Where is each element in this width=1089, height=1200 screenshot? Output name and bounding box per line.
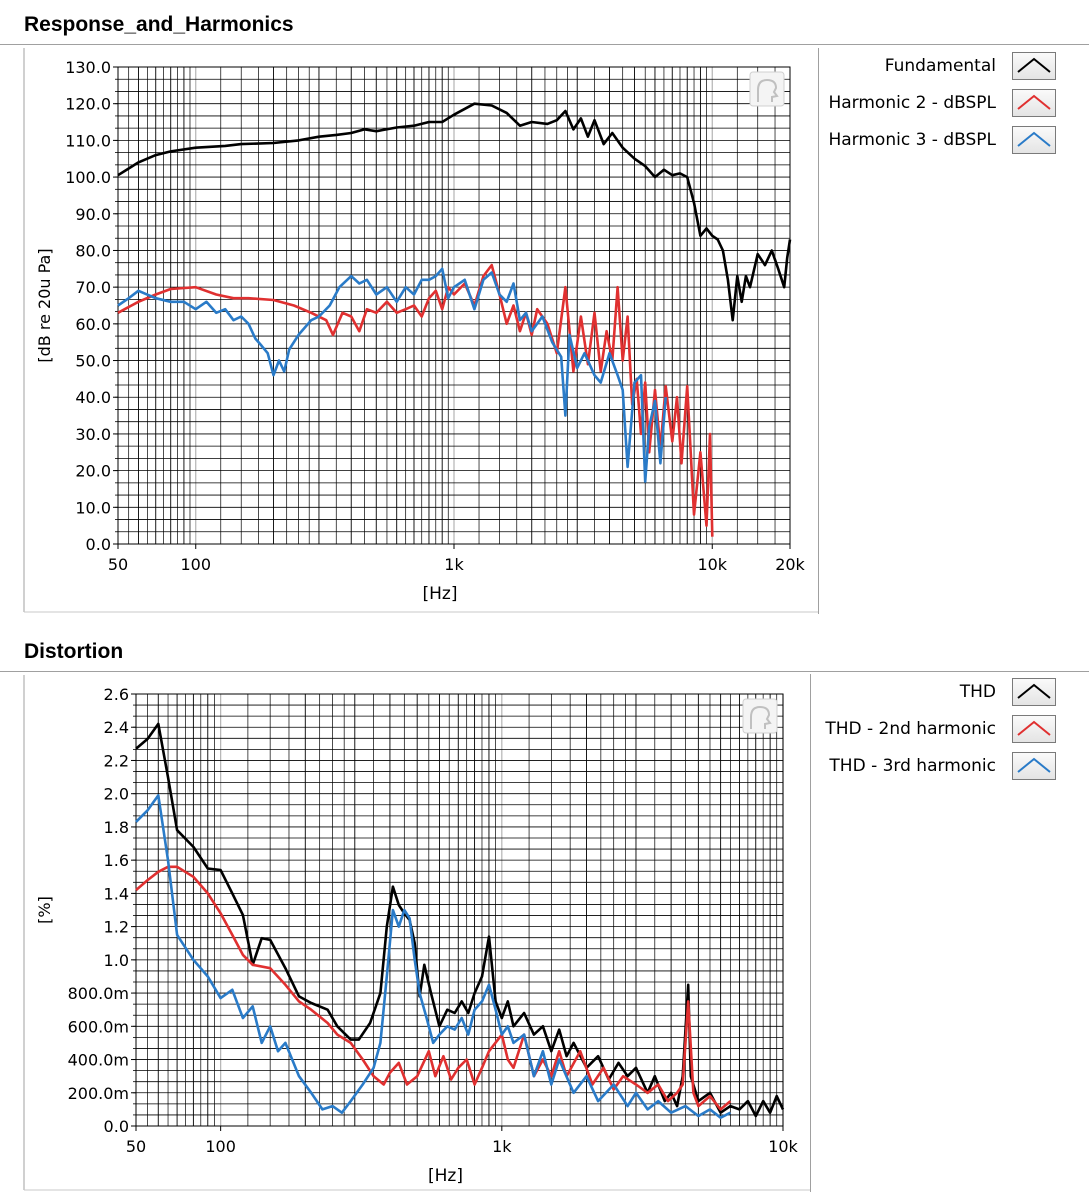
legend-item-thd-2nd[interactable]: THD - 2nd harmonic: [816, 715, 1056, 745]
legend-label: THD: [959, 682, 996, 702]
y-tick-label: 0.0: [104, 1117, 129, 1136]
x-tick-label: 1k: [492, 1137, 512, 1156]
x-grid: [117, 67, 791, 544]
series-line-3: [135, 794, 731, 1120]
chart-title: Distortion: [24, 640, 124, 663]
distortion-chart: 0.0 200.0m 400.0m 600.0m 800.0m 1.0 1.2 1.4 1.6 1…: [23, 675, 810, 1191]
legend-swatch-icon[interactable]: [1012, 752, 1056, 780]
legend-swatch-icon[interactable]: [1012, 89, 1056, 117]
plot-border: [135, 693, 784, 1127]
y-tick-label: 2.6: [104, 685, 129, 704]
y-grid: [118, 66, 790, 545]
x-axis: 50 100 1k 10k 20k: [108, 544, 806, 574]
y-tick-label: 110.0: [65, 131, 111, 150]
legend-item-harmonic-3[interactable]: Harmonic 3 - dBSPL: [816, 126, 1056, 156]
legend-item-thd-3rd[interactable]: THD - 3rd harmonic: [816, 752, 1056, 782]
y-tick-label: 80.0: [75, 241, 111, 260]
legend-distortion: THD THD - 2nd harmonic THD - 3rd harmoni…: [810, 674, 1089, 1192]
series-line-1: [117, 102, 792, 322]
y-tick-label: 800.0m: [68, 984, 129, 1003]
legend-label: Harmonic 3 - dBSPL: [828, 130, 996, 150]
y-tick-label: 2.0: [104, 785, 129, 804]
y-tick-label: 30.0: [75, 425, 111, 444]
y-tick-label: 1.2: [104, 918, 129, 937]
legend-item-harmonic-2[interactable]: Harmonic 2 - dBSPL: [816, 89, 1056, 119]
section-divider: [0, 44, 1089, 45]
legend-response: Fundamental Harmonic 2 - dBSPL Harmonic …: [818, 48, 1089, 614]
x-tick-label: 10k: [768, 1137, 798, 1156]
x-axis-label: [Hz]: [428, 1166, 463, 1186]
graph-tool-icon-glyph: [750, 705, 772, 729]
legend-swatch-icon[interactable]: [1012, 52, 1056, 80]
x-tick-label: 100: [205, 1137, 236, 1156]
y-tick-label: 50.0: [75, 352, 111, 371]
y-tick-label: 60.0: [75, 315, 111, 334]
legend-label: THD - 2nd harmonic: [825, 719, 996, 739]
legend-item-fundamental[interactable]: Fundamental: [816, 52, 1056, 82]
y-tick-label: 10.0: [75, 498, 111, 517]
y-tick-label: 200.0m: [68, 1084, 129, 1103]
response-chart: 0.0 10.0 20.0 30.0 40.0 50.0 60.0 70.0 80.0 90.0 1…: [23, 48, 818, 613]
y-tick-label: 70.0: [75, 278, 111, 297]
y-grid: [136, 693, 783, 1127]
y-tick-label: 2.4: [104, 718, 129, 737]
y-tick-label: 40.0: [75, 388, 111, 407]
legend-label: Fundamental: [884, 56, 996, 76]
y-axis-label: [%]: [35, 896, 54, 924]
y-axis: 0.0 200.0m 400.0m 600.0m 800.0m 1.0 1.2 1.4 1.6 1…: [68, 685, 136, 1136]
y-tick-label: 1.6: [104, 851, 129, 870]
y-tick-label: 1.4: [104, 884, 129, 903]
y-tick-label: 600.0m: [68, 1017, 129, 1036]
y-axis: 0.0 10.0 20.0 30.0 40.0 50.0 60.0 70.0 80.0 90.0 1…: [65, 58, 118, 554]
legend-swatch-icon[interactable]: [1012, 715, 1056, 743]
y-tick-label: 130.0: [65, 58, 111, 77]
y-tick-label: 90.0: [75, 205, 111, 224]
x-tick-label: 50: [126, 1137, 146, 1156]
legend-label: Harmonic 2 - dBSPL: [828, 93, 996, 113]
y-axis-label: [dB re 20u Pa]: [35, 248, 54, 362]
y-tick-label: 400.0m: [68, 1051, 129, 1070]
graph-tool-icon-bg: [742, 698, 778, 734]
y-tick-label: 1.8: [104, 818, 129, 837]
y-tick-label: 100.0: [65, 168, 111, 187]
series-line-2: [135, 865, 732, 1111]
legend-swatch-icon[interactable]: [1012, 126, 1056, 154]
y-tick-label: 20.0: [75, 462, 111, 481]
series-line-3: [117, 267, 667, 483]
x-tick-label: 100: [180, 555, 211, 574]
legend-swatch-icon[interactable]: [1012, 678, 1056, 706]
section-divider: [0, 671, 1089, 672]
legend-label: THD - 3rd harmonic: [829, 756, 996, 776]
x-tick-label: 20k: [775, 555, 805, 574]
graph-tool-icon-glyph: [757, 78, 779, 102]
graph-tool-icon: [742, 698, 778, 734]
y-tick-label: 2.2: [104, 751, 129, 770]
x-tick-label: 50: [108, 555, 128, 574]
legend-item-thd[interactable]: THD: [816, 678, 1056, 708]
chart-title: Response_and_Harmonics: [24, 13, 294, 36]
x-axis: 50 100 1k 10k: [126, 1126, 799, 1156]
y-tick-label: 120.0: [65, 95, 111, 114]
x-tick-label: 10k: [697, 555, 727, 574]
x-tick-label: 1k: [444, 555, 464, 574]
plot-area: [136, 694, 783, 1126]
x-axis-label: [Hz]: [423, 584, 458, 604]
graph-tool-icon: [749, 71, 785, 107]
graph-tool-icon-bg: [749, 71, 785, 107]
y-tick-label: 1.0: [104, 951, 129, 970]
y-tick-label: 0.0: [86, 535, 111, 554]
